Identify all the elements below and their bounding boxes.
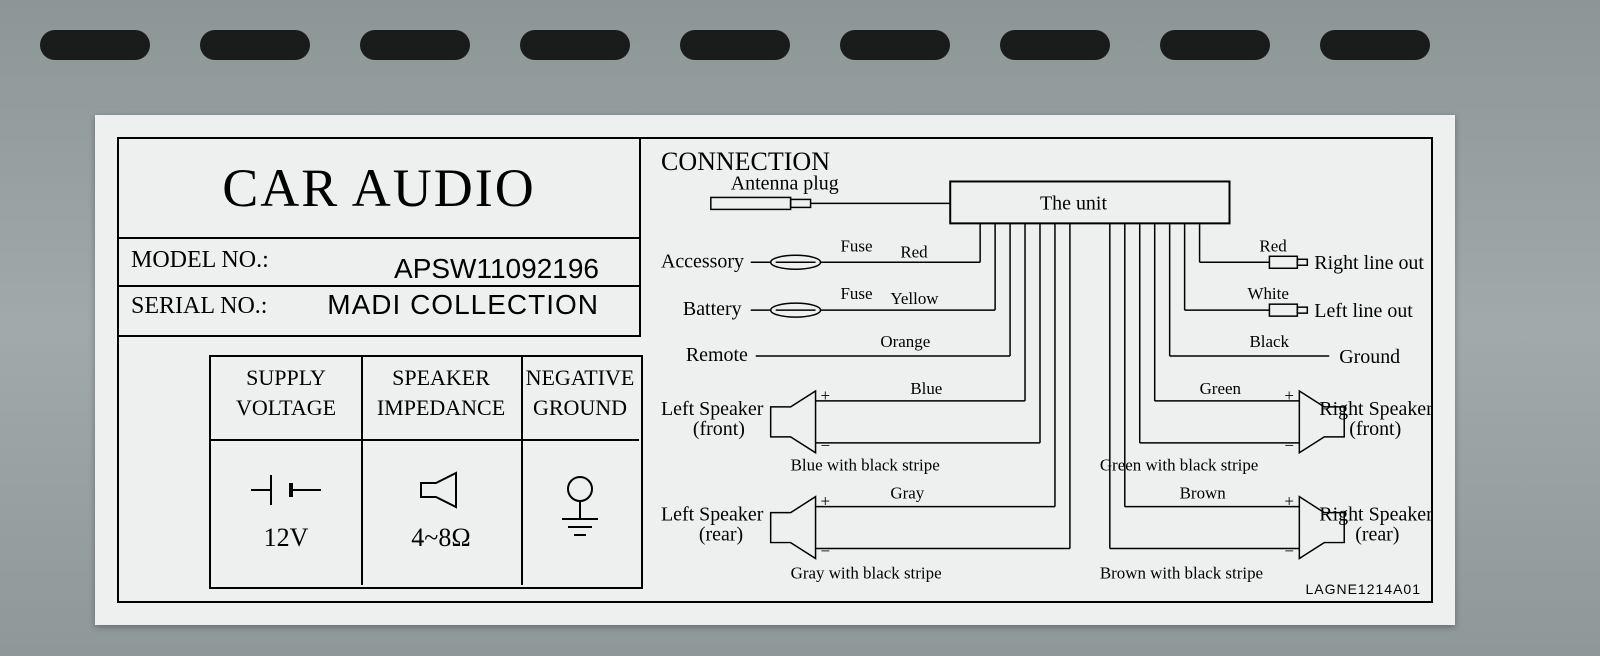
spec-ground-body bbox=[521, 433, 639, 585]
battery-icon bbox=[246, 465, 326, 515]
fuse-label-2: Fuse bbox=[840, 284, 872, 303]
brown-label: Brown bbox=[1180, 484, 1227, 503]
left-rear-label: Left Speaker bbox=[661, 504, 764, 526]
vent-slot bbox=[840, 30, 950, 60]
spec-head-impedance: SPEAKERIMPEDANCE bbox=[361, 357, 523, 441]
spec-head-ground: NEGATIVEGROUND bbox=[521, 357, 639, 441]
serial-value: MADI COLLECTION bbox=[327, 289, 599, 321]
fuse-label-1: Fuse bbox=[840, 236, 872, 255]
spec-supply-body: 12V bbox=[211, 433, 363, 585]
svg-text:+: + bbox=[821, 492, 831, 511]
blue-stripe-label: Blue with black stripe bbox=[791, 456, 940, 475]
svg-text:+: + bbox=[821, 386, 831, 405]
vent-slot bbox=[1160, 30, 1270, 60]
red-label: Red bbox=[900, 242, 928, 261]
green-stripe-label: Green with black stripe bbox=[1100, 456, 1259, 475]
model-value: APSW11092196 bbox=[394, 253, 599, 285]
left-front-label: Left Speaker bbox=[661, 398, 764, 420]
label-border: CAR AUDIO MODEL NO.: SERIAL NO.: APSW110… bbox=[117, 137, 1433, 603]
svg-text:+: + bbox=[1284, 492, 1294, 511]
blue-label: Blue bbox=[910, 379, 942, 398]
model-label: MODEL NO.: bbox=[131, 247, 269, 274]
black-label: Black bbox=[1249, 332, 1289, 351]
diagram-svg: The unit Antenna plug Accessory Fuse bbox=[641, 139, 1431, 601]
right-front-label: Right Speaker bbox=[1319, 398, 1431, 420]
right-line-label: Right line out bbox=[1314, 252, 1424, 274]
vent-slot bbox=[200, 30, 310, 60]
svg-text:−: − bbox=[821, 436, 831, 455]
vent-slot bbox=[1320, 30, 1430, 60]
battery-label: Battery bbox=[683, 298, 742, 320]
vent-slot bbox=[1000, 30, 1110, 60]
gray-stripe-label: Gray with black stripe bbox=[791, 563, 942, 582]
vent-slot bbox=[360, 30, 470, 60]
svg-text:−: − bbox=[1284, 542, 1294, 561]
svg-text:+: + bbox=[1284, 386, 1294, 405]
vent-slot bbox=[520, 30, 630, 60]
left-front-label2: (front) bbox=[693, 418, 745, 440]
label-sticker: CAR AUDIO MODEL NO.: SERIAL NO.: APSW110… bbox=[95, 115, 1455, 625]
vent-slot bbox=[40, 30, 150, 60]
spec-head-supply: SUPPLYVOLTAGE bbox=[211, 357, 363, 441]
ground-label: Ground bbox=[1339, 346, 1400, 368]
unit-label: The unit bbox=[1040, 192, 1107, 214]
model-serial-box: MODEL NO.: SERIAL NO.: APSW11092196 MADI… bbox=[119, 237, 641, 337]
gray-label: Gray bbox=[890, 484, 924, 503]
right-rear-label2: (rear) bbox=[1355, 524, 1399, 546]
svg-text:−: − bbox=[1284, 436, 1294, 455]
part-code: LAGNE1214A01 bbox=[1305, 581, 1421, 597]
right-front-label2: (front) bbox=[1349, 418, 1401, 440]
white-label: White bbox=[1247, 284, 1288, 303]
right-rear-label: Right Speaker bbox=[1319, 504, 1431, 526]
svg-text:−: − bbox=[821, 542, 831, 561]
spec-impedance-body: 4~8Ω bbox=[361, 433, 523, 585]
accessory-label: Accessory bbox=[661, 250, 744, 272]
green-label: Green bbox=[1200, 379, 1242, 398]
product-title: CAR AUDIO bbox=[119, 139, 641, 239]
serial-label: SERIAL NO.: bbox=[131, 293, 267, 320]
wiring-diagram: CONNECTION The unit Antenna plug Accesso… bbox=[641, 139, 1431, 601]
ground-icon bbox=[550, 469, 610, 549]
spec-table: SUPPLYVOLTAGE SPEAKERIMPEDANCE NEGATIVEG… bbox=[209, 355, 643, 589]
vent-slot bbox=[680, 30, 790, 60]
brown-stripe-label: Brown with black stripe bbox=[1100, 563, 1263, 582]
speaker-icon bbox=[406, 465, 476, 515]
remote-label: Remote bbox=[686, 344, 748, 366]
left-line-label: Left line out bbox=[1314, 300, 1413, 322]
antenna-label: Antenna plug bbox=[731, 172, 839, 194]
yellow-label: Yellow bbox=[890, 289, 939, 308]
red-label-2: Red bbox=[1259, 236, 1287, 255]
orange-label: Orange bbox=[880, 332, 930, 351]
left-rear-label2: (rear) bbox=[699, 524, 743, 546]
